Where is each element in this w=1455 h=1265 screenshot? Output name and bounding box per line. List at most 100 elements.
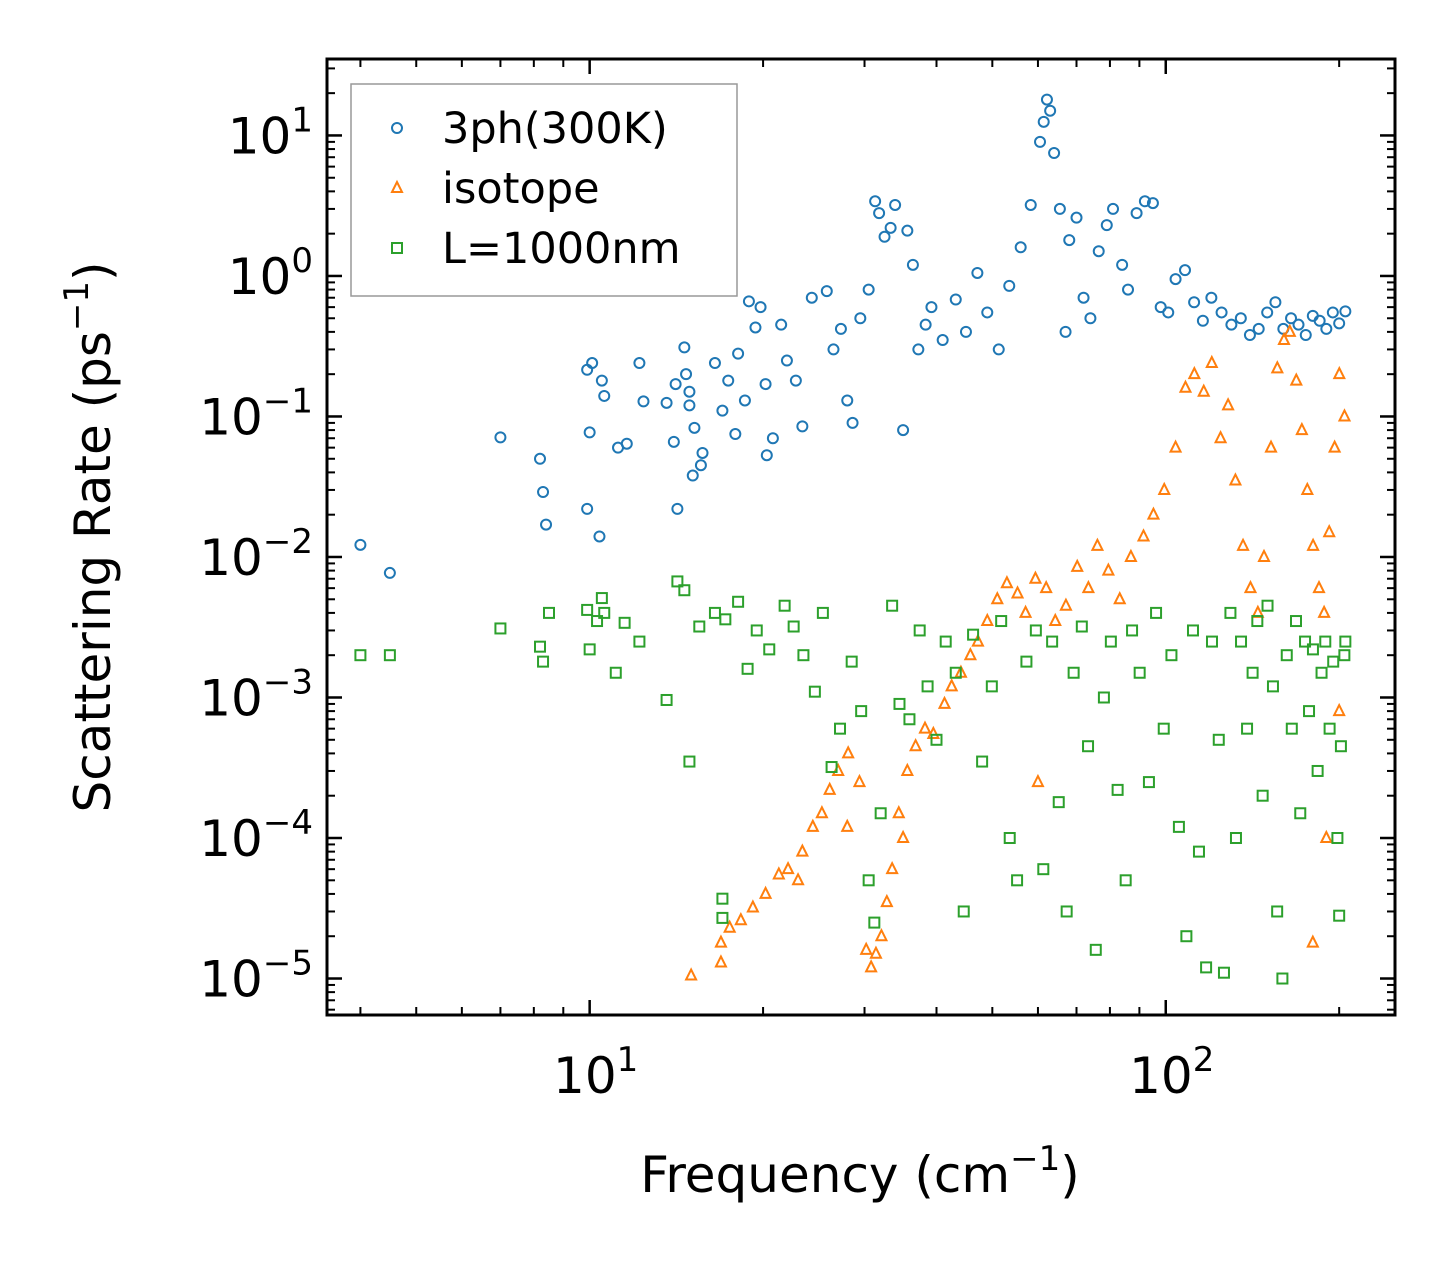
legend-label-0: 3ph(300K) [442,104,668,154]
data-point-1-18 [869,945,883,959]
data-point-2-8 [591,615,604,628]
y-axis-label-main: Scattering Rate (ps [64,331,122,812]
data-point-2-63 [1089,943,1102,956]
data-point-1-80 [840,818,854,832]
data-point-1-7 [772,866,786,880]
data-point-2-94 [1285,722,1298,735]
series-0 [354,93,1352,579]
data-point-0-74 [1037,115,1050,128]
data-point-1-17 [864,959,878,973]
data-point-2-1 [383,649,396,662]
data-point-1-58 [1236,537,1250,551]
data-point-0-108 [1292,318,1305,331]
data-point-0-39 [766,432,779,445]
data-point-1-54 [1205,354,1219,369]
data-point-2-85 [1241,722,1254,735]
data-point-2-70 [1142,776,1155,789]
data-point-1-25 [918,720,932,734]
data-point-2-4 [537,655,550,668]
data-point-0-75 [1040,93,1053,106]
data-point-2-65 [1104,635,1117,648]
data-point-0-28 [696,446,709,459]
data-point-1-24 [909,737,923,752]
data-point-2-78 [1200,961,1213,974]
data-point-0-49 [841,394,854,407]
x-axis-label-main: Frequency (cm [640,1146,1010,1204]
data-point-2-38 [874,807,887,820]
data-point-2-10 [598,606,611,619]
data-point-2-74 [1172,820,1185,833]
data-point-2-80 [1212,733,1225,746]
data-point-2-59 [1060,905,1073,918]
data-point-1-46 [1124,548,1138,562]
data-point-1-10 [806,818,820,832]
data-point-0-84 [1092,245,1105,258]
data-point-2-81 [1217,966,1230,979]
data-point-0-95 [1179,264,1192,277]
data-point-0-58 [897,424,910,437]
data-point-2-100 [1311,764,1324,777]
data-point-2-7 [583,643,596,656]
data-point-0-23 [683,385,696,398]
data-point-0-78 [1053,202,1066,215]
data-point-0-47 [827,343,840,356]
data-point-1-9 [795,843,809,857]
data-point-2-2 [494,622,507,635]
data-point-2-98 [1303,705,1316,718]
data-point-0-94 [1169,273,1182,286]
data-point-2-93 [1280,649,1293,662]
data-point-2-82 [1224,606,1237,619]
data-point-0-83 [1084,312,1097,325]
data-point-1-11 [815,805,829,819]
data-point-2-60 [1067,666,1080,679]
data-point-2-56 [1037,863,1050,876]
data-point-1-61 [1257,548,1271,562]
y-tick-label-6-base: 10 [228,107,292,165]
y-tick-label-0-base: 10 [199,951,263,1009]
y-axis-label: Scattering Rate (ps−1) [57,261,122,812]
data-point-0-40 [760,449,773,462]
data-point-1-35 [1010,585,1025,599]
data-point-2-92 [1276,972,1289,985]
data-point-0-101 [1234,312,1247,325]
data-point-0-107 [1285,312,1298,325]
data-point-2-97 [1299,635,1312,648]
data-point-2-3 [534,640,547,653]
data-point-0-1 [383,566,396,579]
data-point-2-75 [1180,930,1193,943]
data-point-2-62 [1082,740,1095,753]
data-point-0-0 [354,538,367,551]
y-tick-label-1-base: 10 [199,810,263,868]
y-tick-label-0: 10−5 [199,944,313,1009]
data-point-2-107 [1338,649,1351,662]
data-point-0-99 [1215,306,1228,319]
data-point-0-31 [722,374,735,387]
data-point-0-93 [1162,306,1175,319]
data-point-1-69 [1306,537,1320,551]
data-point-0-88 [1122,283,1135,296]
data-point-2-32 [825,761,838,774]
data-point-0-87 [1116,258,1129,271]
data-point-2-44 [930,733,943,746]
data-point-1-36 [1018,604,1033,618]
data-point-1-38 [1039,579,1053,594]
data-point-2-69 [1133,666,1146,679]
data-point-0-61 [912,343,925,356]
data-point-0-64 [936,334,949,347]
data-point-1-71 [1317,604,1331,618]
series-1 [684,323,1352,981]
data-point-0-3 [534,452,547,465]
data-point-1-43 [1090,537,1105,551]
data-point-2-77 [1192,845,1205,858]
data-point-2-33 [834,722,847,735]
data-point-1-8 [781,860,795,875]
data-point-2-72 [1157,722,1170,735]
data-point-2-29 [797,649,810,662]
data-point-0-66 [959,325,972,338]
data-point-1-73 [1328,439,1342,453]
y-tick-label-2-exp: −3 [263,662,313,702]
data-point-0-70 [1003,279,1016,292]
data-point-2-11 [609,666,622,679]
data-point-1-65 [1283,323,1297,337]
